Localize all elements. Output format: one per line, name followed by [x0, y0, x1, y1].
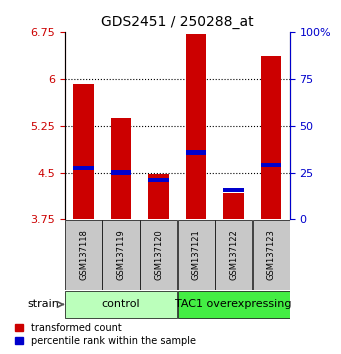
Text: GSM137122: GSM137122: [229, 229, 238, 280]
Text: GSM137119: GSM137119: [117, 229, 125, 280]
Text: TAC1 overexpressing: TAC1 overexpressing: [175, 299, 292, 309]
Bar: [148, 175, 169, 219]
Bar: [261, 163, 281, 167]
Bar: [186, 150, 206, 155]
Text: GSM137123: GSM137123: [267, 229, 276, 280]
Legend: transformed count, percentile rank within the sample: transformed count, percentile rank withi…: [15, 323, 195, 346]
Text: control: control: [102, 299, 140, 309]
Bar: [65, 291, 177, 318]
Bar: [103, 220, 139, 290]
Bar: [73, 84, 94, 219]
Bar: [253, 220, 290, 290]
Text: GSM137118: GSM137118: [79, 229, 88, 280]
Bar: [223, 188, 244, 192]
Text: strain: strain: [27, 299, 59, 309]
Bar: [215, 220, 252, 290]
Bar: [65, 220, 102, 290]
Bar: [186, 34, 206, 219]
Bar: [111, 170, 131, 175]
Bar: [148, 178, 169, 182]
Text: GSM137120: GSM137120: [154, 229, 163, 280]
Bar: [140, 220, 177, 290]
Bar: [223, 193, 244, 219]
Bar: [178, 291, 290, 318]
Text: GSM137121: GSM137121: [192, 229, 201, 280]
Bar: [111, 118, 131, 219]
Title: GDS2451 / 250288_at: GDS2451 / 250288_at: [101, 16, 254, 29]
Bar: [261, 56, 281, 219]
Bar: [178, 220, 214, 290]
Bar: [73, 166, 94, 170]
